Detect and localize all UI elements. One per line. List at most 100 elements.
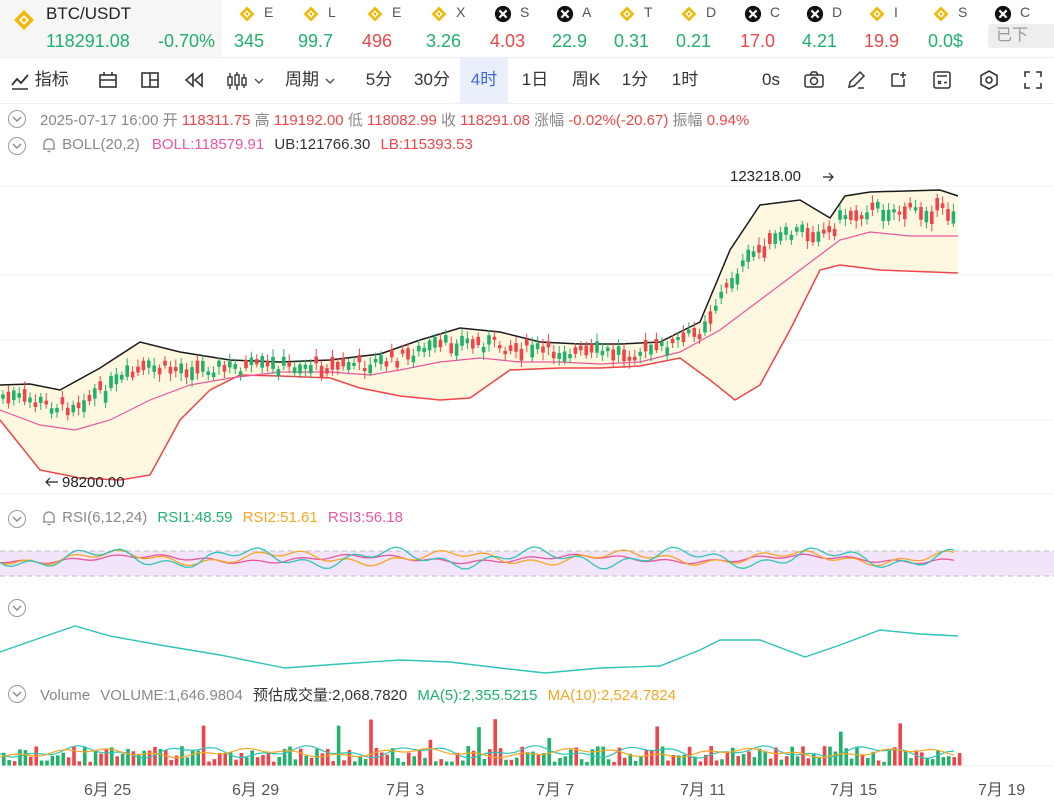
candle-body xyxy=(595,341,599,353)
volume-bar xyxy=(83,747,87,766)
chart-type-select[interactable] xyxy=(226,70,265,90)
ticker-item[interactable]: D 0.21 xyxy=(676,0,738,57)
candle-body xyxy=(670,338,675,344)
volume-bar xyxy=(563,756,568,766)
candle-body xyxy=(422,348,426,353)
candle-body xyxy=(309,365,313,374)
rewind-icon[interactable] xyxy=(183,70,205,90)
candle-body xyxy=(654,338,659,351)
volume-bar xyxy=(790,746,794,766)
camera-icon[interactable] xyxy=(803,70,825,90)
candle-body xyxy=(827,226,831,233)
fullscreen-icon[interactable] xyxy=(1022,69,1044,91)
candle-body xyxy=(130,371,135,378)
ticker-item[interactable]: C xyxy=(990,0,1054,57)
ticker-item[interactable]: E 345 xyxy=(234,0,296,57)
token-icon xyxy=(806,5,824,23)
ticker-item[interactable]: A 22.9 xyxy=(552,0,614,57)
candle-body xyxy=(49,408,54,414)
download-button[interactable]: 已下 xyxy=(988,24,1054,48)
settings-icon[interactable] xyxy=(978,69,1000,91)
candle-body xyxy=(244,360,248,369)
volume-bar xyxy=(493,719,497,766)
interval-3[interactable]: 1日 xyxy=(521,70,549,89)
current-pair[interactable]: BTC/USDT 118291.08 -0.70% xyxy=(0,0,222,57)
ticker-item[interactable]: S 4.03 xyxy=(490,0,552,57)
period-select[interactable]: 周期 xyxy=(285,57,336,103)
candle-body xyxy=(530,344,534,358)
interval-0[interactable]: 5分 xyxy=(365,70,393,89)
ticker-item[interactable]: C 17.0 xyxy=(740,0,802,57)
volume-bar xyxy=(7,760,11,766)
ticker-item[interactable]: I 19.9 xyxy=(864,0,926,57)
bnb-icon xyxy=(367,6,383,22)
candle-body xyxy=(584,345,588,356)
layout-icon[interactable] xyxy=(98,70,118,90)
candle-body xyxy=(336,361,340,370)
candle-body xyxy=(465,338,470,344)
collapse-volume-button[interactable] xyxy=(8,685,26,703)
candle-body xyxy=(427,340,432,351)
collapse-ohlc-button[interactable] xyxy=(8,110,26,128)
arrow-left-icon xyxy=(45,477,58,487)
split-icon[interactable] xyxy=(140,70,160,90)
collapse-rsi-button[interactable] xyxy=(8,510,26,528)
boll-ub-value: UB:121766.30 xyxy=(274,136,371,153)
volume-bar xyxy=(714,760,719,766)
ticker-name: S xyxy=(958,4,968,20)
volume-bar xyxy=(342,760,346,766)
volume-name: Volume xyxy=(40,687,91,704)
ticker-name: S xyxy=(520,4,530,20)
volume-bar xyxy=(515,757,519,766)
collapse-boll-button[interactable] xyxy=(8,137,26,155)
ticker-item[interactable]: L 99.7 xyxy=(298,0,360,57)
candle-body xyxy=(492,336,497,340)
volume-bar xyxy=(158,748,163,766)
bell-icon[interactable] xyxy=(40,509,58,527)
ticker-item[interactable]: S 0.0$ xyxy=(928,0,990,57)
pencil-icon[interactable] xyxy=(846,70,866,90)
volume-bar xyxy=(369,719,373,766)
candle-body xyxy=(287,361,291,367)
add-drawing-icon[interactable] xyxy=(888,70,908,90)
candle-body xyxy=(724,283,729,288)
ticker-value: 19.9 xyxy=(864,31,900,51)
ticker-item[interactable]: D 4.21 xyxy=(802,0,864,57)
candle-body xyxy=(665,347,669,356)
interval-4[interactable]: 周K xyxy=(571,70,601,89)
candle-body xyxy=(735,273,740,285)
ticker-value: 496 xyxy=(362,31,393,51)
interval-1[interactable]: 30分 xyxy=(414,70,450,89)
countdown-label[interactable]: 0s xyxy=(762,70,780,89)
candle-body xyxy=(395,361,399,368)
x-axis-label: 7月 19 xyxy=(978,782,1026,799)
ticker-item[interactable]: X 3.26 xyxy=(426,0,488,57)
volume-bar xyxy=(331,761,335,766)
candle-body xyxy=(708,311,713,324)
interval-2[interactable]: 4时 xyxy=(460,57,508,103)
x-axis-label: 7月 3 xyxy=(386,782,425,799)
ticker-item[interactable]: T 0.31 xyxy=(614,0,676,57)
candle-body xyxy=(822,229,826,234)
candle-body xyxy=(897,211,902,215)
candle-body xyxy=(255,359,259,365)
indicators-button[interactable]: 指标 xyxy=(10,57,69,103)
chart-toolbar: 指标 周期 5分 30分 4时 1日 周K 1分 1时 0s xyxy=(0,57,1054,104)
volume-bar xyxy=(434,761,438,766)
candle-body xyxy=(697,334,702,340)
ticker-item[interactable]: E 496 xyxy=(362,0,424,57)
candle-body xyxy=(314,356,318,364)
interval-6[interactable]: 1时 xyxy=(671,70,699,89)
bell-icon[interactable] xyxy=(40,136,58,154)
candle-body xyxy=(363,368,367,372)
collapse-indicator-button[interactable] xyxy=(8,599,26,617)
volume-bar xyxy=(768,758,773,766)
candle-body xyxy=(881,209,885,222)
pair-price: 118291.08 xyxy=(46,31,130,51)
calculator-icon[interactable] xyxy=(932,70,952,90)
bnb-icon xyxy=(14,10,34,30)
volume-bar xyxy=(50,755,55,766)
interval-5[interactable]: 1分 xyxy=(621,70,649,89)
candle-body xyxy=(454,343,459,356)
